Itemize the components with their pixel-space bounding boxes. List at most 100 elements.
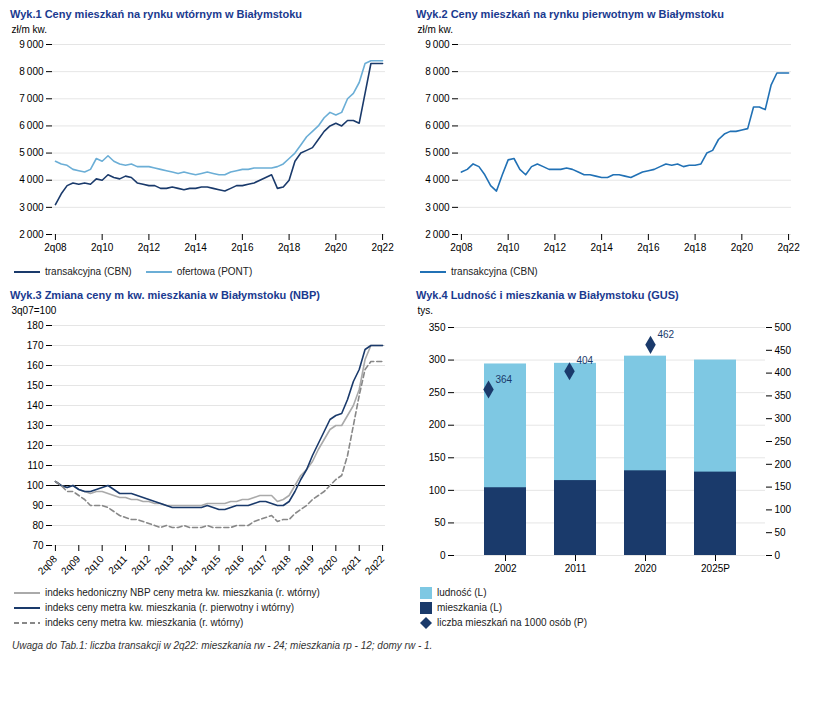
svg-text:450: 450 bbox=[775, 345, 792, 356]
svg-text:zł/m kw.: zł/m kw. bbox=[418, 24, 454, 35]
svg-text:2q22: 2q22 bbox=[371, 242, 394, 253]
svg-text:zł/m kw.: zł/m kw. bbox=[12, 24, 48, 35]
svg-text:0: 0 bbox=[440, 550, 446, 561]
svg-text:2q16: 2q16 bbox=[223, 553, 247, 577]
svg-text:2q18: 2q18 bbox=[269, 553, 293, 577]
svg-text:0: 0 bbox=[775, 550, 781, 561]
svg-text:tys.: tys. bbox=[418, 305, 434, 316]
svg-text:130: 130 bbox=[27, 420, 44, 431]
svg-text:2q14: 2q14 bbox=[591, 242, 614, 253]
svg-text:8 000: 8 000 bbox=[19, 66, 44, 77]
html-text:Wyk.1 Ceny mieszkań na rynku w: Wyk.1 Ceny mieszkań na rynku wtórnym w B… bbox=[10, 8, 302, 20]
svg-text:462: 462 bbox=[658, 329, 675, 340]
svg-text:2q10: 2q10 bbox=[497, 242, 520, 253]
svg-text:6 000: 6 000 bbox=[425, 120, 450, 131]
svg-text:80: 80 bbox=[32, 520, 44, 531]
svg-text:2q18: 2q18 bbox=[684, 242, 707, 253]
svg-text:500: 500 bbox=[775, 322, 792, 333]
html-text:Wyk.4 Ludność i mieszkania w B: Wyk.4 Ludność i mieszkania w Białymstoku… bbox=[416, 289, 679, 301]
svg-text:350: 350 bbox=[775, 390, 792, 401]
svg-text:2q22: 2q22 bbox=[363, 553, 387, 577]
html-text:transakcyjna (CBN): transakcyjna (CBN) bbox=[451, 266, 538, 277]
svg-text:50: 50 bbox=[434, 517, 446, 528]
svg-text:2q14: 2q14 bbox=[185, 242, 208, 253]
svg-text:2q14: 2q14 bbox=[176, 553, 200, 577]
svg-text:2002: 2002 bbox=[494, 563, 517, 574]
svg-text:4 000: 4 000 bbox=[19, 174, 44, 185]
svg-text:90: 90 bbox=[32, 500, 44, 511]
svg-text:110: 110 bbox=[28, 460, 44, 471]
svg-text:8 000: 8 000 bbox=[425, 66, 450, 77]
svg-text:404: 404 bbox=[577, 355, 594, 366]
svg-text:300: 300 bbox=[429, 354, 446, 365]
svg-text:2q15: 2q15 bbox=[199, 553, 223, 577]
svg-text:2q12: 2q12 bbox=[544, 242, 567, 253]
html-text:indeks hedoniczny NBP ceny met: indeks hedoniczny NBP ceny metra kw. mie… bbox=[45, 587, 320, 598]
svg-text:3 000: 3 000 bbox=[425, 202, 450, 213]
svg-text:250: 250 bbox=[429, 387, 446, 398]
svg-text:70: 70 bbox=[32, 540, 44, 551]
svg-text:2q20: 2q20 bbox=[325, 242, 348, 253]
svg-text:364: 364 bbox=[496, 374, 513, 385]
svg-text:2q20: 2q20 bbox=[316, 553, 340, 577]
svg-text:3 000: 3 000 bbox=[19, 202, 44, 213]
svg-text:2 000: 2 000 bbox=[19, 229, 44, 240]
svg-text:9 000: 9 000 bbox=[19, 39, 44, 50]
svg-text:3q07=100: 3q07=100 bbox=[12, 305, 57, 316]
svg-text:160: 160 bbox=[27, 360, 44, 371]
svg-text:2q20: 2q20 bbox=[731, 242, 754, 253]
svg-text:50: 50 bbox=[775, 527, 787, 538]
svg-text:150: 150 bbox=[775, 481, 792, 492]
svg-text:2q08: 2q08 bbox=[44, 242, 67, 253]
svg-text:140: 140 bbox=[27, 400, 44, 411]
svg-text:2q19: 2q19 bbox=[293, 553, 317, 577]
svg-text:2020: 2020 bbox=[634, 563, 657, 574]
svg-text:170: 170 bbox=[27, 340, 44, 351]
svg-text:2q18: 2q18 bbox=[278, 242, 301, 253]
html-text:Wyk.3 Zmiana ceny m kw. mieszk: Wyk.3 Zmiana ceny m kw. mieszkania w Bia… bbox=[10, 289, 320, 301]
html-text:ofertowa (PONT): ofertowa (PONT) bbox=[176, 266, 253, 277]
svg-text:2q11: 2q11 bbox=[106, 553, 129, 576]
svg-text:2011: 2011 bbox=[565, 563, 587, 574]
svg-text:150: 150 bbox=[27, 380, 44, 391]
svg-text:2q17: 2q17 bbox=[246, 553, 270, 577]
html-text:indeks ceny metra kw. mieszkan: indeks ceny metra kw. mieszkania (r. pie… bbox=[45, 602, 294, 613]
svg-text:2q13: 2q13 bbox=[152, 553, 176, 577]
svg-text:2025P: 2025P bbox=[701, 563, 730, 574]
svg-text:5 000: 5 000 bbox=[425, 147, 450, 158]
svg-text:200: 200 bbox=[775, 459, 792, 470]
svg-text:9 000: 9 000 bbox=[425, 39, 450, 50]
svg-text:100: 100 bbox=[775, 504, 792, 515]
svg-text:2q10: 2q10 bbox=[91, 242, 114, 253]
html-text:Wyk.2 Ceny mieszkań na rynku p: Wyk.2 Ceny mieszkań na rynku pierwotnym … bbox=[416, 8, 724, 20]
svg-text:2q21: 2q21 bbox=[339, 553, 363, 577]
svg-text:2q12: 2q12 bbox=[138, 242, 161, 253]
svg-text:100: 100 bbox=[429, 485, 446, 496]
svg-text:180: 180 bbox=[27, 320, 44, 331]
svg-text:350: 350 bbox=[429, 322, 446, 333]
svg-text:4 000: 4 000 bbox=[425, 174, 450, 185]
html-text:indeks ceny metra kw. mieszkan: indeks ceny metra kw. mieszkania (r. wtó… bbox=[45, 617, 244, 628]
svg-text:5 000: 5 000 bbox=[19, 147, 44, 158]
svg-text:2q10: 2q10 bbox=[82, 553, 106, 577]
svg-text:2q08: 2q08 bbox=[450, 242, 473, 253]
svg-text:2q09: 2q09 bbox=[59, 553, 83, 577]
svg-text:2q22: 2q22 bbox=[777, 242, 800, 253]
svg-text:100: 100 bbox=[27, 480, 44, 491]
svg-text:250: 250 bbox=[775, 436, 792, 447]
html-text:ludność (L): ludność (L) bbox=[437, 587, 487, 598]
svg-text:7 000: 7 000 bbox=[19, 93, 44, 104]
svg-text:2q16: 2q16 bbox=[231, 242, 254, 253]
svg-text:7 000: 7 000 bbox=[425, 93, 450, 104]
svg-text:2 000: 2 000 bbox=[425, 229, 450, 240]
svg-text:400: 400 bbox=[775, 367, 792, 378]
svg-text:150: 150 bbox=[429, 452, 446, 463]
svg-text:6 000: 6 000 bbox=[19, 120, 44, 131]
svg-text:200: 200 bbox=[429, 419, 446, 430]
svg-text:300: 300 bbox=[775, 413, 792, 424]
svg-text:2q12: 2q12 bbox=[129, 553, 153, 577]
svg-text:2q16: 2q16 bbox=[637, 242, 660, 253]
html-text:transakcyjna (CBN): transakcyjna (CBN) bbox=[45, 266, 132, 277]
svg-text:120: 120 bbox=[27, 440, 44, 451]
svg-text:2q08: 2q08 bbox=[36, 553, 60, 577]
